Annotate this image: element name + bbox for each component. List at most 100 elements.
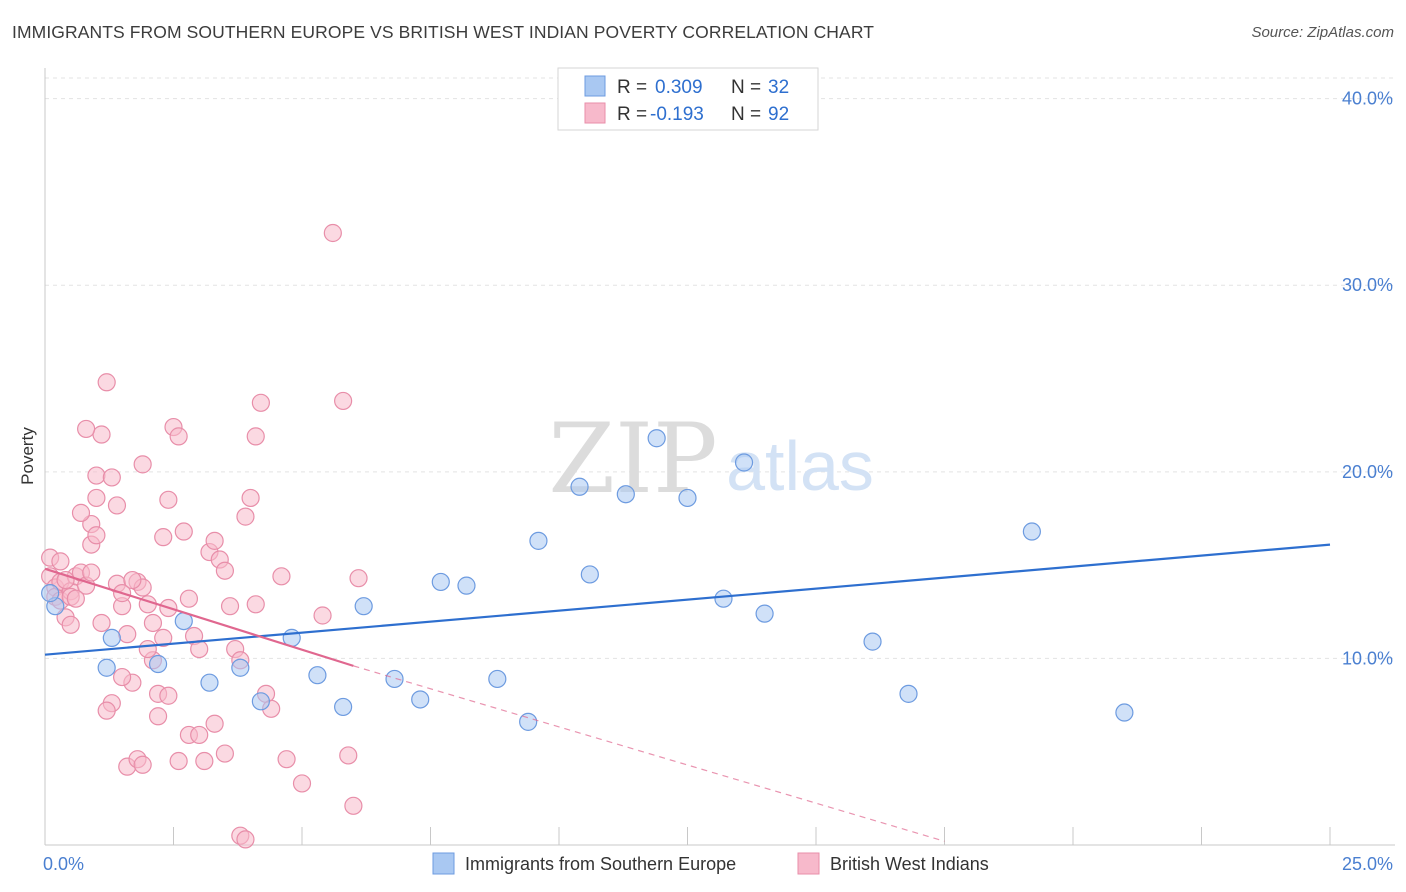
point-british-66 — [215, 744, 234, 763]
point-immigrants-2 — [97, 658, 116, 677]
point-british-35 — [169, 427, 188, 446]
point-british-76 — [323, 223, 342, 243]
point-british-32 — [154, 528, 173, 547]
point-british-37 — [179, 589, 199, 608]
stats-n-value-1: 32 — [768, 77, 789, 98]
legend-label-immigrants: Immigrants from Southern Europe — [465, 854, 736, 874]
point-immigrants-31 — [41, 584, 60, 603]
point-immigrants-26 — [755, 604, 774, 623]
point-immigrants-28 — [899, 684, 918, 703]
point-immigrants-16 — [488, 669, 507, 689]
stats-r-label-1: R = — [617, 77, 647, 98]
point-british-77 — [334, 391, 353, 411]
chart-title: IMMIGRANTS FROM SOUTHERN EUROPE VS BRITI… — [12, 22, 875, 42]
point-british-90 — [133, 755, 152, 774]
point-british-51 — [87, 526, 106, 545]
point-immigrants-25 — [734, 453, 754, 472]
point-british-36 — [174, 522, 193, 541]
point-immigrants-17 — [519, 712, 538, 731]
point-british-18 — [97, 373, 116, 392]
point-british-91 — [51, 552, 70, 571]
point-immigrants-18 — [529, 531, 548, 550]
point-british-75 — [313, 606, 332, 625]
point-immigrants-30 — [1115, 703, 1134, 722]
point-british-69 — [246, 595, 265, 614]
point-immigrants-1 — [102, 628, 121, 647]
stats-r-value-2: -0.193 — [650, 104, 704, 125]
point-british-60 — [159, 686, 178, 705]
chart-source: Source: ZipAtlas.com — [1251, 24, 1394, 41]
x-tick-label-0: 0.0% — [43, 854, 84, 874]
point-british-80 — [349, 569, 368, 588]
trend-layer — [44, 543, 1331, 842]
stats-r-value-1: 0.309 — [655, 77, 703, 98]
point-immigrants-3 — [148, 654, 168, 674]
point-british-82 — [138, 639, 157, 659]
point-british-63 — [190, 725, 209, 745]
legend-swatch-british — [797, 852, 820, 875]
y-tick-label-1: 20.0% — [1342, 462, 1393, 482]
point-british-65 — [205, 714, 224, 733]
tick-labels: 10.0% 20.0% 30.0% 40.0% 0.0% 25.0% — [43, 89, 1393, 874]
point-british-61 — [169, 751, 188, 771]
point-british-19 — [102, 468, 121, 487]
point-british-50 — [251, 393, 270, 412]
point-british-73 — [277, 750, 296, 769]
y-axis-label: Poverty — [18, 427, 37, 485]
trend-line-immigrants — [44, 543, 1331, 656]
point-immigrants-11 — [354, 597, 373, 616]
point-british-41 — [205, 531, 224, 550]
point-immigrants-6 — [231, 658, 250, 677]
point-british-89 — [123, 570, 142, 590]
point-british-39 — [190, 639, 209, 659]
point-immigrants-10 — [334, 697, 353, 717]
point-british-43 — [215, 561, 234, 580]
point-british-15 — [87, 466, 106, 485]
points-layer — [41, 223, 1134, 849]
stats-n-label-2: N = — [731, 104, 761, 125]
y-tick-label-3: 40.0% — [1342, 89, 1393, 109]
point-british-16 — [87, 488, 106, 508]
point-immigrants-27 — [863, 632, 882, 651]
point-british-48 — [241, 488, 260, 508]
point-british-78 — [339, 746, 358, 765]
point-british-88 — [92, 613, 111, 633]
point-british-87 — [66, 589, 85, 608]
point-british-72 — [272, 567, 291, 586]
y-tick-label-0: 10.0% — [1342, 648, 1393, 668]
point-british-85 — [82, 563, 101, 582]
stats-swatch-blue — [584, 75, 606, 97]
grid-layer — [45, 77, 1395, 659]
series-legend: Immigrants from Southern Europe British … — [432, 852, 989, 875]
point-immigrants-21 — [616, 485, 635, 504]
point-british-17 — [92, 425, 111, 444]
point-immigrants-19 — [570, 477, 589, 496]
legend-swatch-immigrants — [432, 852, 455, 875]
trend-line-british — [44, 567, 354, 667]
point-british-47 — [236, 507, 255, 526]
legend-label-british: British West Indians — [830, 854, 989, 874]
point-british-59 — [148, 707, 168, 726]
stats-n-value-2: 92 — [768, 104, 789, 125]
point-immigrants-20 — [580, 565, 599, 584]
x-tick-label-1: 25.0% — [1342, 854, 1393, 874]
point-british-53 — [77, 419, 96, 439]
stats-r-label-2: R = — [617, 104, 647, 125]
point-british-31 — [154, 628, 173, 647]
point-british-28 — [143, 613, 163, 633]
stats-legend: R = 0.309 N = 32 R = -0.193 N = 92 — [557, 67, 819, 131]
point-immigrants-22 — [647, 429, 666, 448]
point-british-64 — [195, 751, 214, 771]
trend-line-british-projection — [353, 665, 945, 842]
point-immigrants-7 — [251, 692, 270, 711]
point-british-55 — [97, 701, 116, 720]
point-british-9 — [61, 615, 80, 634]
stats-swatch-pink — [584, 102, 606, 124]
point-british-56 — [112, 667, 132, 687]
point-british-79 — [344, 796, 363, 815]
point-british-52 — [71, 503, 91, 522]
watermark: ZIP atlas — [548, 403, 874, 515]
point-immigrants-12 — [385, 669, 404, 689]
y-tick-label-2: 30.0% — [1342, 275, 1393, 295]
